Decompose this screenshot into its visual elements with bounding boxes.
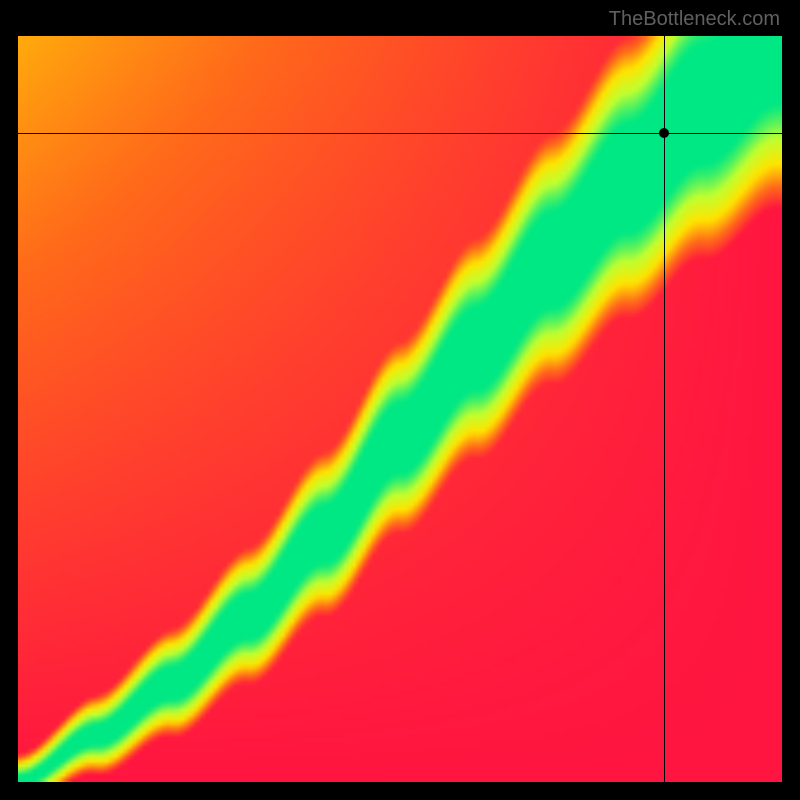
crosshair-point bbox=[659, 128, 669, 138]
heatmap-plot bbox=[18, 36, 782, 782]
heatmap-canvas bbox=[18, 36, 782, 782]
watermark-text: TheBottleneck.com bbox=[609, 8, 780, 31]
crosshair-vertical bbox=[664, 36, 665, 782]
